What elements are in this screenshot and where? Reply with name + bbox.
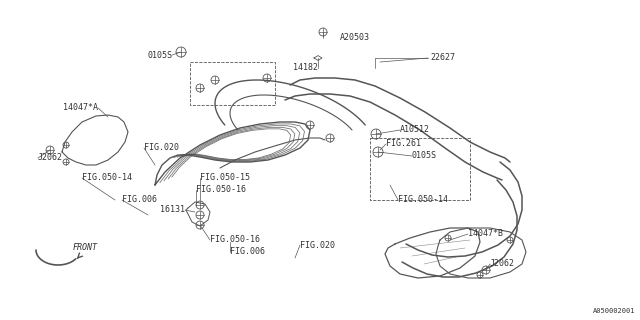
Text: FIG.050-15: FIG.050-15 (200, 173, 250, 182)
Text: FIG.050-16: FIG.050-16 (210, 236, 260, 244)
Text: A20503: A20503 (340, 34, 370, 43)
Text: 16131: 16131 (160, 205, 185, 214)
Text: FIG.050-14: FIG.050-14 (82, 173, 132, 182)
Text: FIG.006: FIG.006 (230, 247, 265, 257)
Text: 0105S: 0105S (412, 151, 437, 161)
Text: 14182: 14182 (293, 63, 318, 73)
Text: FIG.020: FIG.020 (144, 143, 179, 153)
Text: 22627: 22627 (430, 53, 455, 62)
Text: A10512: A10512 (400, 125, 430, 134)
Text: 0105S: 0105S (147, 51, 172, 60)
Text: 14047*A: 14047*A (63, 103, 98, 113)
Text: FIG.006: FIG.006 (122, 196, 157, 204)
Text: FIG.050-14: FIG.050-14 (398, 196, 448, 204)
Text: J2062: J2062 (38, 154, 63, 163)
Text: A050002001: A050002001 (593, 308, 635, 314)
Text: 14047*B: 14047*B (468, 229, 503, 238)
Text: FIG.050-16: FIG.050-16 (196, 186, 246, 195)
Text: FIG.020: FIG.020 (300, 241, 335, 250)
Text: J2062: J2062 (490, 260, 515, 268)
Text: FRONT: FRONT (73, 244, 98, 252)
Text: FIG.261: FIG.261 (386, 140, 421, 148)
